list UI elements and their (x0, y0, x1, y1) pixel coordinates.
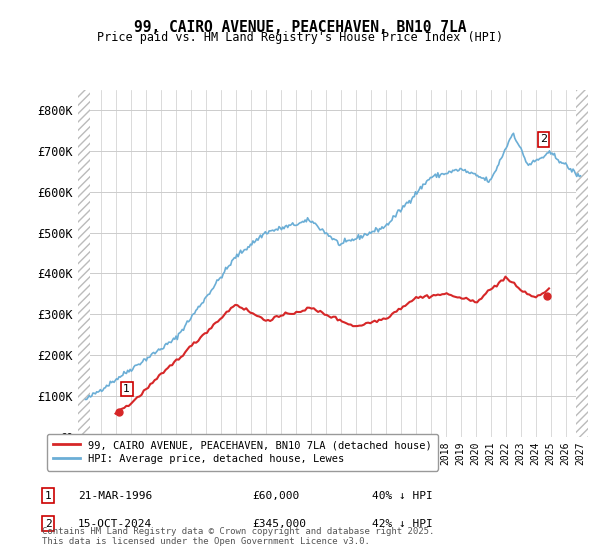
Text: Price paid vs. HM Land Registry's House Price Index (HPI): Price paid vs. HM Land Registry's House … (97, 31, 503, 44)
Text: 40% ↓ HPI: 40% ↓ HPI (372, 491, 433, 501)
Text: 42% ↓ HPI: 42% ↓ HPI (372, 519, 433, 529)
Legend: 99, CAIRO AVENUE, PEACEHAVEN, BN10 7LA (detached house), HPI: Average price, det: 99, CAIRO AVENUE, PEACEHAVEN, BN10 7LA (… (47, 434, 438, 470)
Text: £345,000: £345,000 (252, 519, 306, 529)
Text: £60,000: £60,000 (252, 491, 299, 501)
Text: 2: 2 (540, 134, 547, 144)
Text: 1: 1 (123, 384, 130, 394)
Text: 1: 1 (44, 491, 52, 501)
Text: 2: 2 (44, 519, 52, 529)
Text: 21-MAR-1996: 21-MAR-1996 (78, 491, 152, 501)
Text: 15-OCT-2024: 15-OCT-2024 (78, 519, 152, 529)
Text: 99, CAIRO AVENUE, PEACEHAVEN, BN10 7LA: 99, CAIRO AVENUE, PEACEHAVEN, BN10 7LA (134, 20, 466, 35)
Text: Contains HM Land Registry data © Crown copyright and database right 2025.
This d: Contains HM Land Registry data © Crown c… (42, 526, 434, 546)
